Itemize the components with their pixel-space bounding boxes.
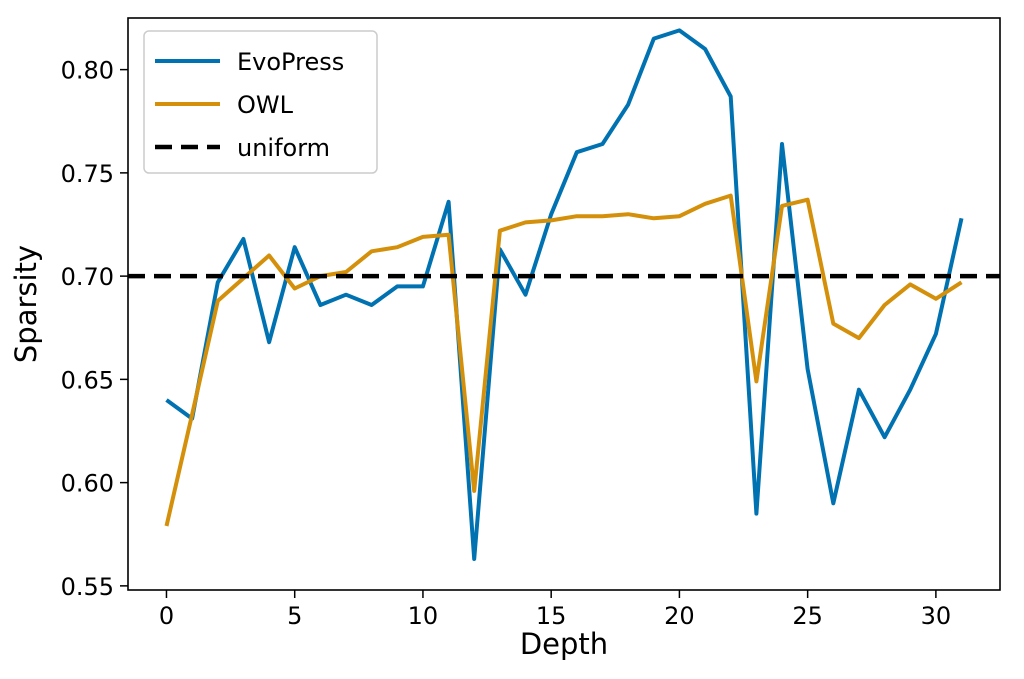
legend-label-evopress: EvoPress (237, 48, 344, 76)
plot-area (128, 28, 1000, 561)
y-tick-label: 0.55 (61, 573, 114, 601)
x-tick-label: 30 (921, 602, 952, 630)
y-tick-label: 0.60 (61, 470, 114, 498)
x-tick-label: 0 (159, 602, 174, 630)
y-tick-label: 0.65 (61, 366, 114, 394)
series-owl-line (164, 193, 963, 527)
legend-box (143, 30, 378, 174)
series-layer (128, 28, 1000, 561)
y-tick-label: 0.70 (61, 263, 114, 291)
legend-label-owl: OWL (237, 91, 294, 119)
x-tick-label: 15 (536, 602, 567, 630)
legend: EvoPress OWL uniform (143, 30, 378, 174)
x-axis: 0 5 10 15 20 25 30 (159, 590, 951, 630)
x-tick-label: 5 (287, 602, 302, 630)
y-tick-label: 0.75 (61, 160, 114, 188)
y-axis: 0.55 0.60 0.65 0.70 0.75 0.80 (61, 57, 128, 601)
x-axis-label: Depth (520, 627, 608, 661)
x-tick-label: 10 (408, 602, 439, 630)
y-axis-label: Sparsity (9, 245, 43, 363)
legend-label-uniform: uniform (237, 134, 330, 162)
x-tick-label: 25 (792, 602, 823, 630)
axes-frame (127, 17, 1001, 591)
x-tick-label: 20 (664, 602, 695, 630)
series-evopress-line (165, 28, 964, 561)
y-tick-label: 0.80 (61, 57, 114, 85)
